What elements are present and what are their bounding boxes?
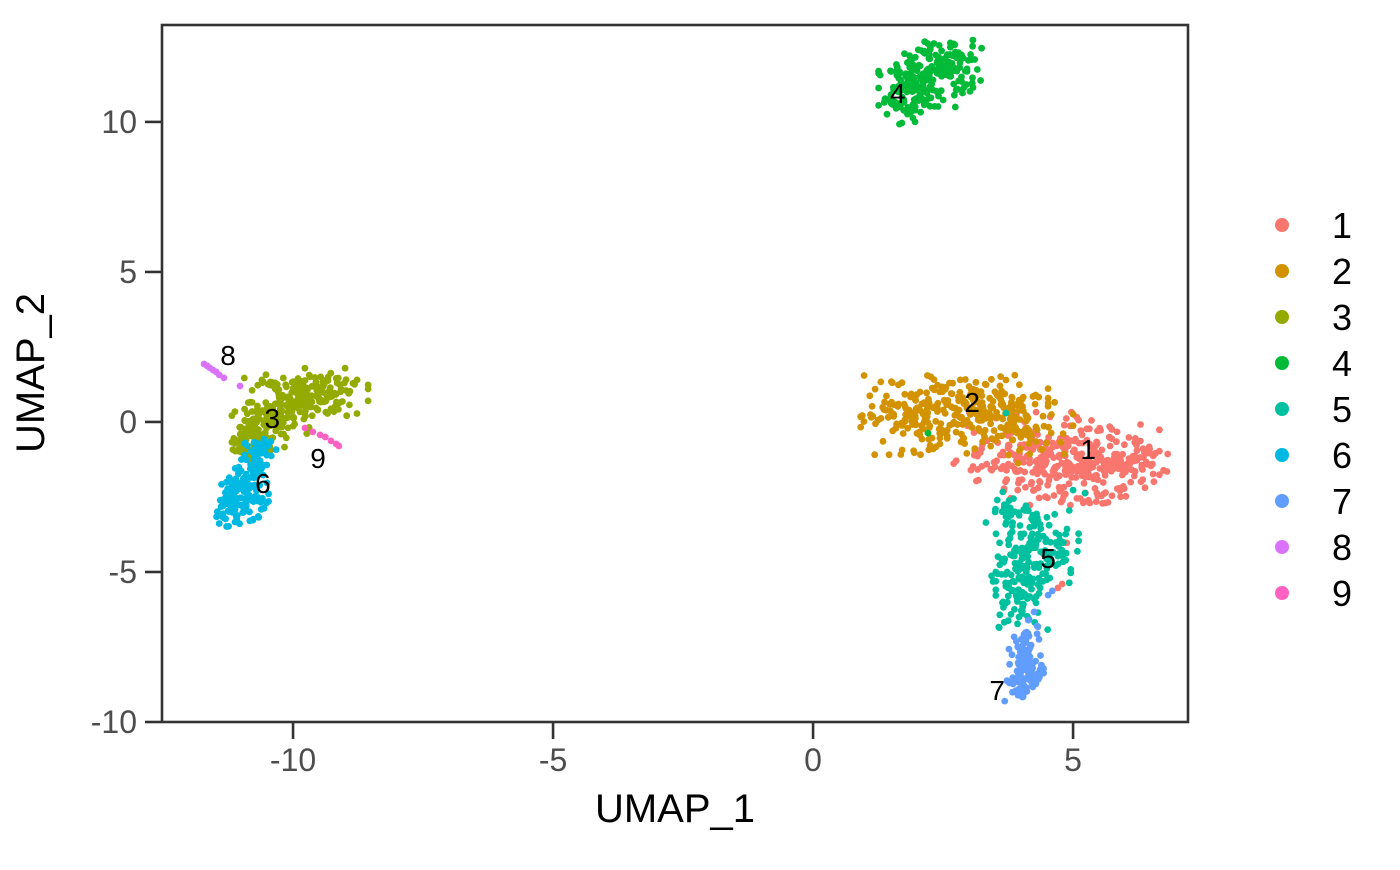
cluster-labels: 1 2 3 4 5 6 7 8 9 [220, 78, 1096, 706]
legend-item-9: 9 [1275, 573, 1352, 614]
legend-label: 4 [1332, 343, 1352, 384]
cluster-2-points [857, 371, 1077, 467]
legend-label: 2 [1332, 251, 1352, 292]
x-tick-label: 0 [804, 742, 822, 778]
legend-item-1: 1 [1275, 205, 1352, 246]
legend-item-2: 2 [1275, 251, 1352, 292]
legend-label: 5 [1332, 389, 1352, 430]
legend: 1 2 3 4 5 6 7 8 9 [1275, 205, 1352, 614]
legend-item-7: 7 [1275, 481, 1352, 522]
axis-ticks: -10 -5 0 5 10 5 0 -5 -10 [91, 104, 1082, 778]
legend-item-8: 8 [1275, 527, 1352, 568]
scatter-points [200, 36, 1172, 705]
legend-label: 3 [1332, 297, 1352, 338]
legend-item-5: 5 [1275, 389, 1352, 430]
cluster-8-points [200, 360, 244, 390]
y-tick-label: 10 [101, 104, 137, 140]
x-axis-title: UMAP_1 [595, 787, 755, 831]
legend-item-4: 4 [1275, 343, 1352, 384]
x-tick-label: -5 [539, 742, 567, 778]
legend-label: 6 [1332, 435, 1352, 476]
plot-panel-border [160, 23, 1190, 724]
cluster-1-label: 1 [1080, 434, 1096, 465]
cluster-7-points [1001, 587, 1056, 705]
x-tick-label: -10 [270, 742, 316, 778]
legend-label: 1 [1332, 205, 1352, 246]
legend-key-icon [1275, 264, 1289, 278]
legend-label: 9 [1332, 573, 1352, 614]
y-tick-label: 5 [119, 254, 137, 290]
plot-panel-background [162, 25, 1188, 722]
cluster-8-label: 8 [220, 340, 236, 371]
cluster-4-label: 4 [890, 78, 906, 109]
legend-key-icon [1275, 540, 1289, 554]
legend-key-icon [1275, 310, 1289, 324]
legend-item-6: 6 [1275, 435, 1352, 476]
y-tick-label: -10 [91, 704, 137, 740]
cluster-5-label: 5 [1040, 543, 1056, 574]
cluster-6-label: 6 [255, 468, 271, 499]
cluster-6-points [213, 435, 280, 530]
cluster-9-points [301, 424, 343, 450]
x-tick-label: 5 [1064, 742, 1082, 778]
y-tick-label: -5 [109, 554, 137, 590]
legend-key-icon [1275, 402, 1289, 416]
cluster-5-points [982, 409, 1089, 633]
legend-key-icon [1275, 494, 1289, 508]
cluster-3-label: 3 [264, 403, 280, 434]
y-tick-label: 0 [119, 404, 137, 440]
legend-label: 8 [1332, 527, 1352, 568]
legend-key-icon [1275, 586, 1289, 600]
legend-key-icon [1275, 448, 1289, 462]
legend-key-icon [1275, 218, 1289, 232]
legend-key-icon [1275, 356, 1289, 370]
legend-label: 7 [1332, 481, 1352, 522]
cluster-2-label: 2 [964, 387, 980, 418]
cluster-7-label: 7 [989, 675, 1005, 706]
cluster-4-points [875, 36, 985, 437]
legend-item-3: 3 [1275, 297, 1352, 338]
cluster-9-label: 9 [310, 443, 326, 474]
y-axis-title: UMAP_2 [9, 293, 53, 453]
